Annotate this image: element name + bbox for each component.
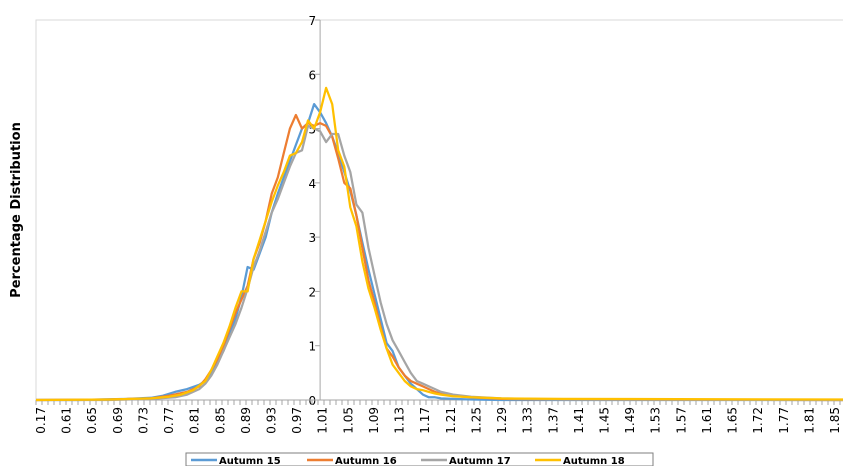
x-tick-label: 1.85	[828, 407, 842, 434]
x-tick-label: 1.45	[597, 407, 611, 434]
y-tick-label: 2	[308, 285, 316, 299]
series-line-3	[36, 124, 843, 402]
x-tick-label: 1.77	[777, 407, 791, 434]
x-tick-label: 1.21	[444, 407, 458, 434]
y-tick-label: 3	[308, 231, 316, 245]
y-tick-label: 4	[308, 177, 316, 191]
x-tick-label: 1.05	[341, 407, 355, 434]
x-tick-label: 0.73	[136, 407, 150, 434]
x-tick-label: 1.57	[674, 407, 688, 434]
y-axis-title: Percentage Distribution	[9, 122, 24, 298]
legend-label: Autumn 17	[449, 456, 511, 466]
y-tick-label: 7	[308, 14, 316, 28]
x-tick-label: 1.53	[649, 407, 663, 434]
x-tick-label: 0.85	[213, 407, 227, 434]
legend: Autumn 15 Autumn 16 Autumn 17 Autumn 18	[185, 452, 654, 466]
x-tick-label: 0.77	[162, 407, 176, 434]
x-tick-label: 1.49	[623, 407, 637, 434]
y-tick-label: 5	[308, 123, 316, 137]
x-tick-label: 0.17	[34, 407, 48, 434]
plot-area	[35, 19, 843, 401]
x-tick-label: 0.69	[111, 407, 125, 434]
legend-label: Autumn 16	[335, 456, 397, 466]
legend-label: Autumn 18	[563, 456, 625, 466]
x-tick-label: 1.72	[751, 407, 765, 434]
x-tick-label: 0.89	[239, 407, 253, 434]
plot-border	[35, 19, 843, 401]
series-line-4	[35, 86, 843, 402]
x-tick-label: 1.37	[546, 407, 560, 434]
x-tick-label: 1.65	[726, 407, 740, 434]
x-tick-label: 1.09	[367, 407, 381, 434]
x-tick-label: 1.61	[700, 407, 714, 434]
x-tick-label: 1.25	[469, 407, 483, 434]
x-tick-label: 0.93	[265, 407, 279, 434]
x-tick-label: 0.97	[290, 407, 304, 434]
x-axis: 0.17 0.61 0.65 0.69 0.73 0.77 0.81 0.85 0.89 0.93…	[34, 399, 843, 434]
x-tick-label: 0.65	[85, 407, 99, 434]
x-tick-label: 0.81	[188, 407, 202, 434]
y-tick-label: 6	[308, 68, 316, 82]
x-tick-label: 1.17	[418, 407, 432, 434]
y-tick-label: 1	[308, 340, 316, 354]
x-tick-label: 1.33	[521, 407, 535, 434]
x-tick-label: 0.61	[60, 407, 74, 434]
series-line-1	[36, 102, 843, 402]
legend-label: Autumn 15	[219, 456, 281, 466]
x-tick-label: 1.41	[572, 407, 586, 434]
legend-box	[185, 452, 654, 466]
series-layer	[35, 86, 843, 402]
x-tick-label: 1.29	[495, 407, 509, 434]
x-tick-label: 1.13	[393, 407, 407, 434]
x-tick-label: 1.01	[316, 407, 330, 434]
x-tick-label: 1.81	[802, 407, 816, 434]
